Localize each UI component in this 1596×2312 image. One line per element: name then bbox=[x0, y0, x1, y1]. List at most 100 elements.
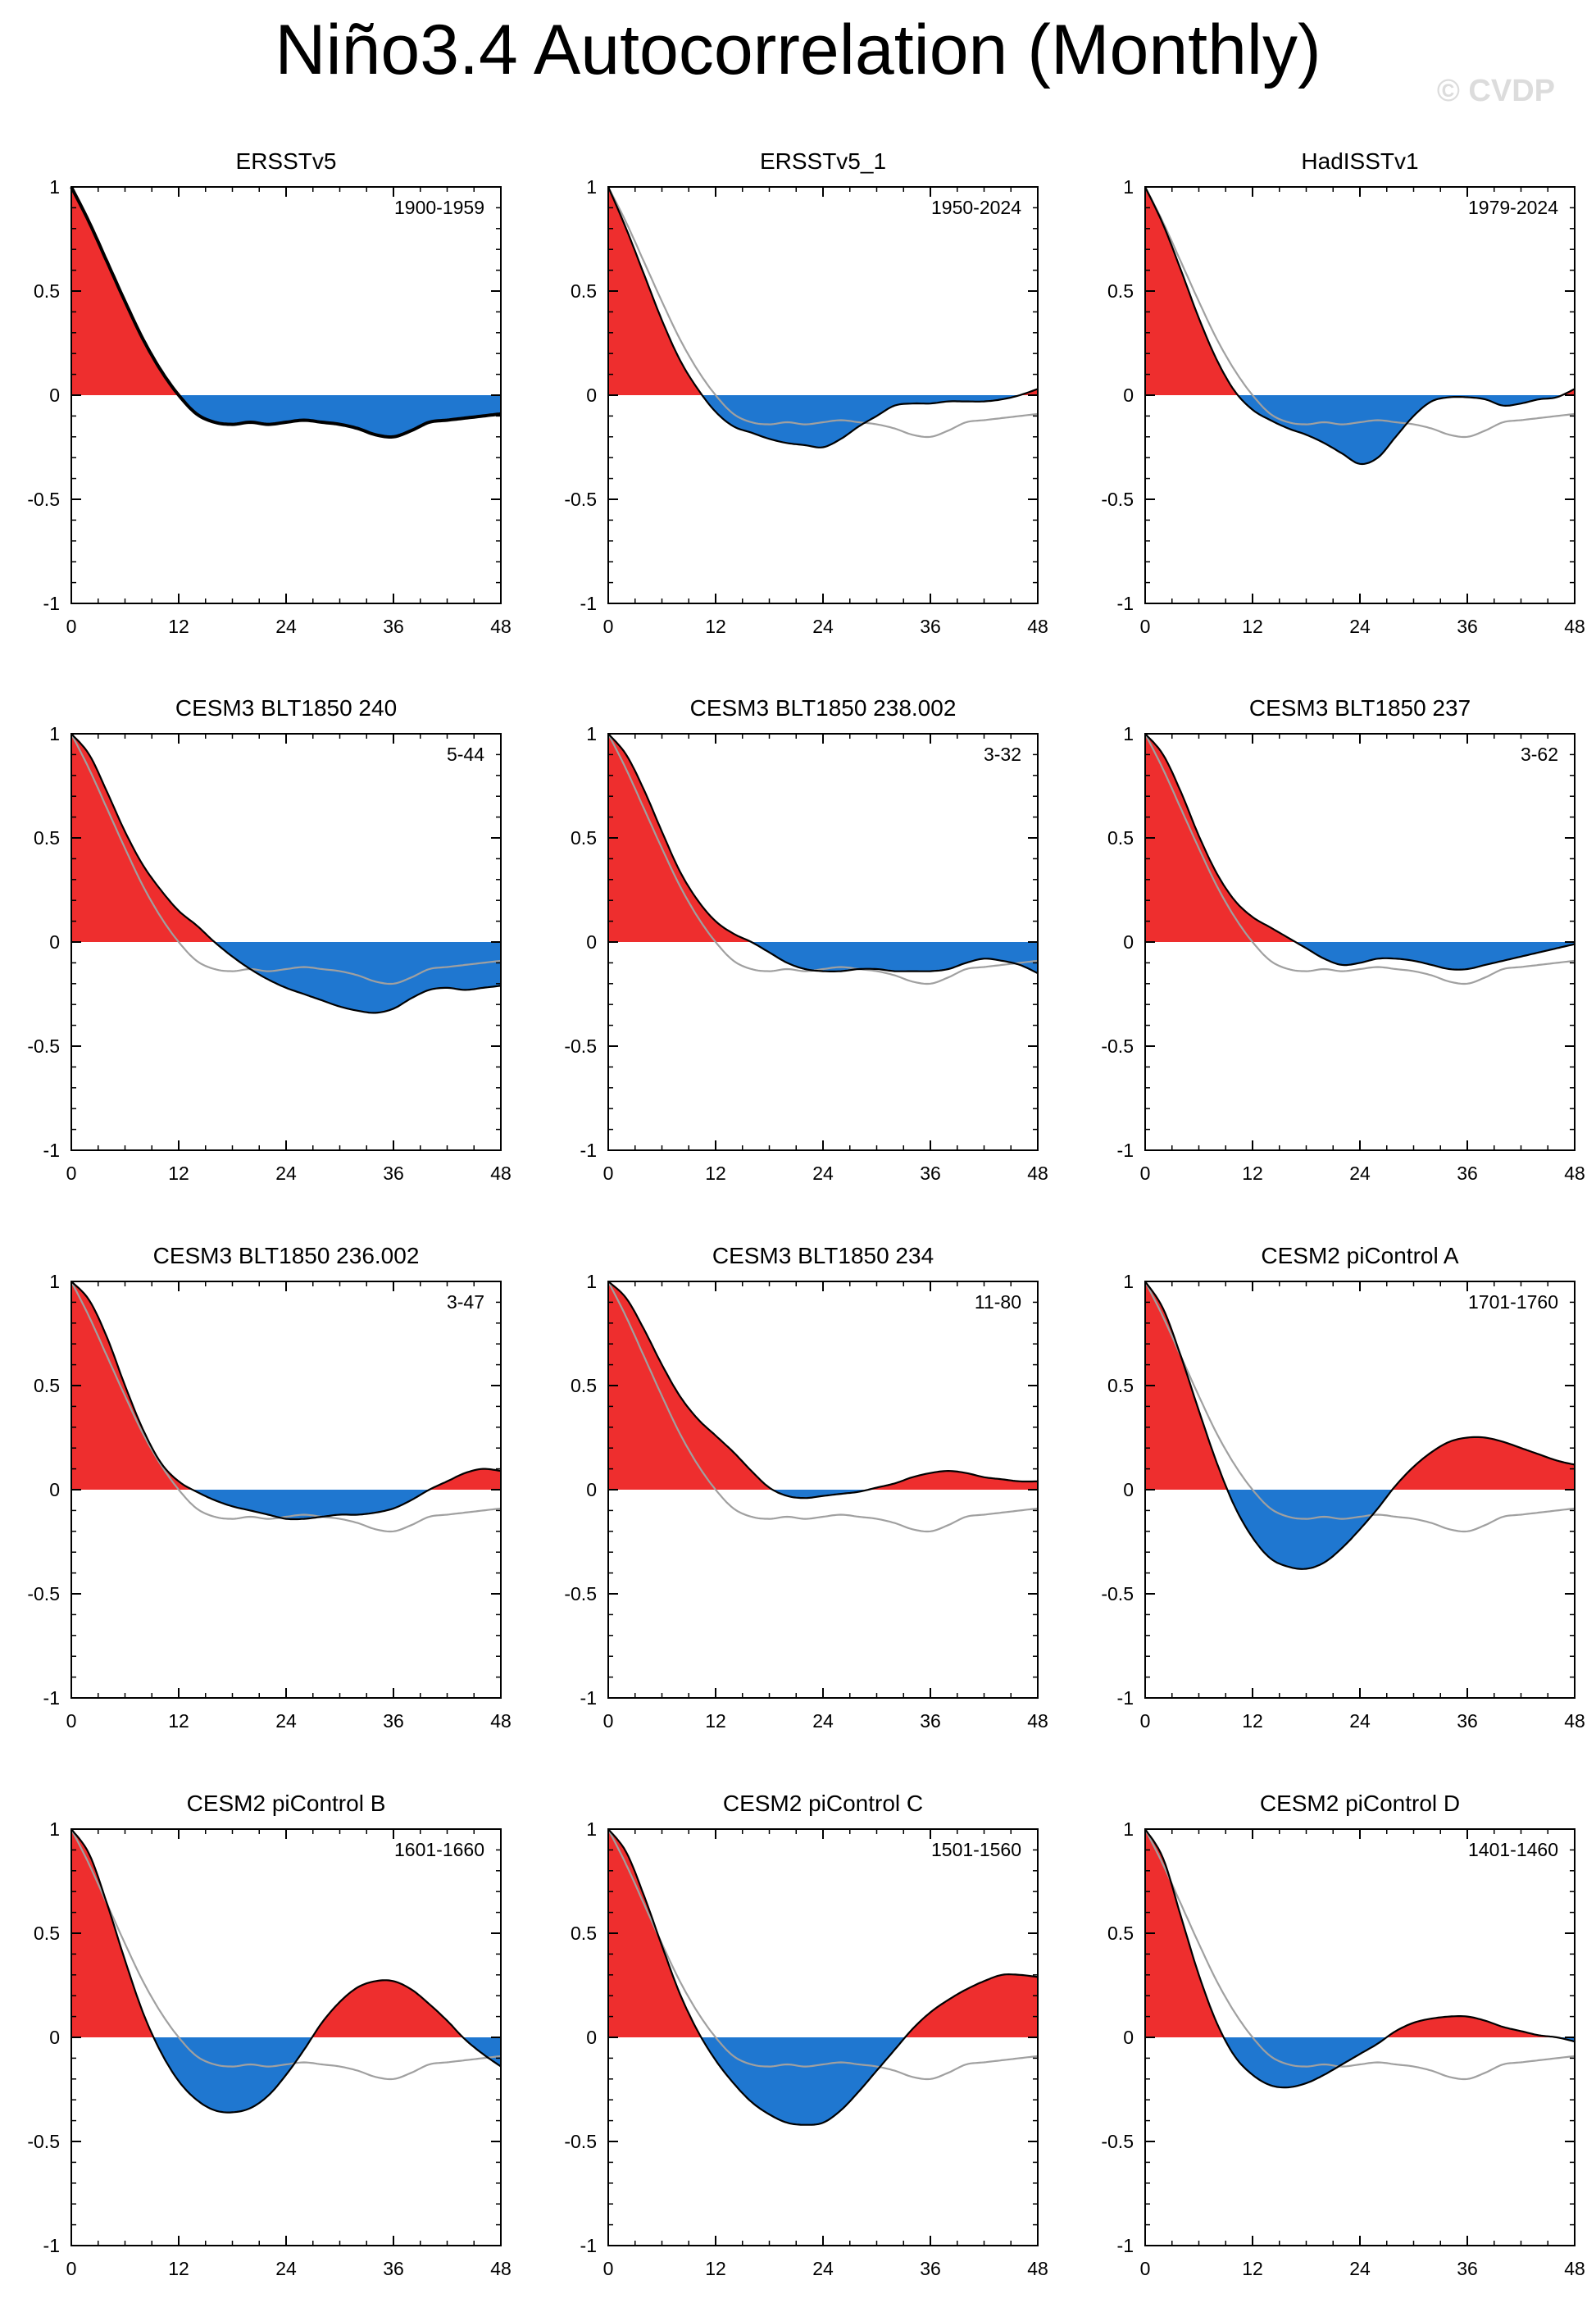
y-tick-label: 1 bbox=[49, 723, 60, 744]
reference-line bbox=[1144, 1828, 1576, 2081]
x-tick-label: 36 bbox=[383, 1163, 404, 1184]
negative-fill bbox=[608, 395, 1038, 448]
y-tick-label: 0 bbox=[586, 385, 597, 406]
x-tick-label: 24 bbox=[275, 1163, 297, 1184]
y-tick-label: -1 bbox=[1117, 1687, 1134, 1709]
y-tick-label: -1 bbox=[43, 2235, 60, 2256]
y-tick-label: -0.5 bbox=[27, 1583, 60, 1604]
x-tick-label: 12 bbox=[168, 1163, 189, 1184]
autocorrelation-line bbox=[607, 733, 1039, 975]
x-tick-label: 24 bbox=[275, 1710, 297, 1732]
x-tick-label: 12 bbox=[705, 2258, 726, 2279]
reference-line bbox=[607, 1828, 1039, 2081]
x-tick-label: 48 bbox=[1027, 2258, 1048, 2279]
x-tick-label: 12 bbox=[1242, 1163, 1263, 1184]
positive-fill bbox=[71, 1281, 501, 1490]
y-tick-label: 0 bbox=[1123, 931, 1134, 953]
x-tick-label: 24 bbox=[812, 1163, 834, 1184]
autocorrelation-line bbox=[1144, 1281, 1576, 1570]
y-tick-label: 0 bbox=[49, 2027, 60, 2048]
x-tick-label: 36 bbox=[920, 2258, 941, 2279]
autocorrelation-line bbox=[70, 733, 502, 1014]
y-tick-label: 0.5 bbox=[1107, 280, 1134, 302]
reference-line bbox=[70, 733, 502, 985]
y-tick-label: -0.5 bbox=[27, 1035, 60, 1057]
y-tick-label: -0.5 bbox=[1101, 2131, 1134, 2152]
y-tick-label: -1 bbox=[43, 593, 60, 614]
y-tick-label: -1 bbox=[1117, 2235, 1134, 2256]
autocorrelation-line bbox=[70, 1828, 502, 2114]
autocorrelation-line bbox=[70, 186, 502, 439]
x-tick-label: 36 bbox=[1457, 616, 1478, 637]
y-tick-label: 0.5 bbox=[34, 280, 60, 302]
y-tick-label: 0.5 bbox=[1107, 1923, 1134, 1944]
positive-fill bbox=[71, 734, 501, 942]
negative-fill bbox=[1145, 1490, 1575, 1569]
panel-title: CESM3 BLT1850 236.002 bbox=[153, 1243, 420, 1268]
x-tick-label: 12 bbox=[1242, 1710, 1263, 1732]
y-tick-label: -0.5 bbox=[27, 489, 60, 510]
y-tick-label: 0 bbox=[586, 2027, 597, 2048]
x-tick-label: 24 bbox=[275, 616, 297, 637]
x-tick-label: 36 bbox=[383, 616, 404, 637]
x-tick-label: 0 bbox=[66, 1163, 77, 1184]
y-tick-label: 1 bbox=[586, 1271, 597, 1292]
negative-fill bbox=[71, 395, 501, 437]
period-label: 5-44 bbox=[447, 744, 484, 765]
negative-fill bbox=[608, 1490, 1038, 1499]
autocorrelation-line bbox=[607, 1828, 1039, 2126]
reference-line bbox=[607, 186, 1039, 439]
cvdp-watermark: © CVDP bbox=[1436, 74, 1555, 108]
x-tick-label: 48 bbox=[490, 616, 512, 637]
x-tick-label: 48 bbox=[1564, 1163, 1585, 1184]
positive-fill bbox=[608, 1829, 1038, 2037]
x-tick-label: 12 bbox=[168, 2258, 189, 2279]
y-tick-label: 0 bbox=[586, 931, 597, 953]
panel-title: CESM2 piControl D bbox=[1260, 1791, 1460, 1816]
x-tick-label: 0 bbox=[1140, 1710, 1151, 1732]
positive-fill bbox=[608, 734, 1038, 942]
positive-fill bbox=[608, 1281, 1038, 1490]
y-tick-label: 1 bbox=[49, 1271, 60, 1292]
negative-fill bbox=[608, 942, 1038, 974]
x-tick-label: 36 bbox=[1457, 2258, 1478, 2279]
autocorrelation-line bbox=[607, 1281, 1039, 1500]
x-tick-label: 12 bbox=[1242, 616, 1263, 637]
x-tick-label: 12 bbox=[705, 1163, 726, 1184]
y-tick-label: -1 bbox=[580, 2235, 597, 2256]
y-tick-label: 1 bbox=[49, 1818, 60, 1840]
chart-panel: 1 0.5 0 -0.5 -1 0 12 24 36 48 CESM3 BLT1850 238.00… bbox=[564, 695, 1048, 1184]
y-tick-label: -0.5 bbox=[564, 1583, 597, 1604]
y-tick-label: -0.5 bbox=[564, 489, 597, 510]
x-tick-label: 24 bbox=[1349, 2258, 1371, 2279]
y-tick-label: -1 bbox=[43, 1687, 60, 1709]
x-tick-label: 0 bbox=[1140, 2258, 1151, 2279]
y-tick-label: 0.5 bbox=[571, 1375, 597, 1396]
negative-fill bbox=[71, 1490, 501, 1519]
y-tick-label: 0.5 bbox=[571, 827, 597, 849]
y-tick-label: 1 bbox=[586, 723, 597, 744]
period-label: 1950-2024 bbox=[931, 197, 1021, 218]
x-tick-label: 24 bbox=[1349, 616, 1371, 637]
y-tick-label: 1 bbox=[586, 176, 597, 198]
x-tick-label: 36 bbox=[920, 1163, 941, 1184]
x-tick-label: 0 bbox=[603, 1163, 614, 1184]
panel-title: HadISSTv1 bbox=[1301, 148, 1418, 174]
y-tick-label: 1 bbox=[586, 1818, 597, 1840]
x-tick-label: 0 bbox=[1140, 616, 1151, 637]
y-tick-label: 0.5 bbox=[34, 827, 60, 849]
chart-panel: 1 0.5 0 -0.5 -1 0 12 24 36 48 CESM2 piControl B 160… bbox=[27, 1791, 511, 2279]
panel-title: CESM3 BLT1850 240 bbox=[175, 695, 397, 721]
positive-fill bbox=[1145, 734, 1575, 942]
x-tick-label: 24 bbox=[275, 2258, 297, 2279]
y-tick-label: -0.5 bbox=[27, 2131, 60, 2152]
x-tick-label: 36 bbox=[920, 616, 941, 637]
x-tick-label: 0 bbox=[603, 616, 614, 637]
x-tick-label: 48 bbox=[1564, 616, 1585, 637]
chart-panel: 1 0.5 0 -0.5 -1 0 12 24 36 48 CESM3 BLT1850 240 5-4… bbox=[27, 695, 511, 1184]
y-tick-label: -1 bbox=[580, 1140, 597, 1161]
positive-fill bbox=[71, 1829, 501, 2037]
x-tick-label: 0 bbox=[1140, 1163, 1151, 1184]
x-tick-label: 48 bbox=[1027, 1163, 1048, 1184]
